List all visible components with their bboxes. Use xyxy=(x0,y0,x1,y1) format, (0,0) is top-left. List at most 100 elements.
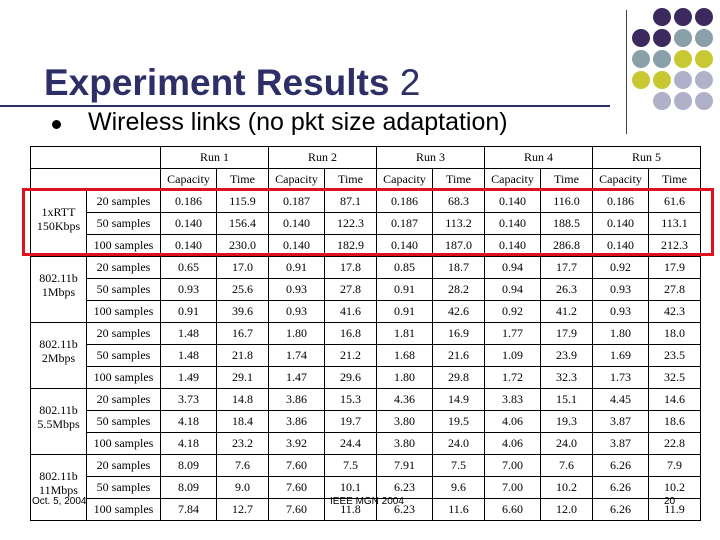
time-cell: 19.7 xyxy=(324,410,377,433)
row-group-label: 802.11b 2Mbps xyxy=(30,322,87,389)
capacity-cell: 4.45 xyxy=(592,388,649,411)
capacity-cell: 1.48 xyxy=(160,344,217,367)
capacity-cell: 6.23 xyxy=(376,498,433,521)
time-cell: 230.0 xyxy=(216,234,269,257)
capacity-cell: 6.60 xyxy=(484,498,541,521)
run-header-row: Run 1 Run 2 Run 3 Run 4 Run 5 xyxy=(30,146,701,169)
column-header: Time xyxy=(540,168,593,191)
capacity-cell: 1.73 xyxy=(592,366,649,389)
time-cell: 32.3 xyxy=(540,366,593,389)
time-cell: 15.1 xyxy=(540,388,593,411)
table-row: 1xRTT 150Kbps 20 samples 0.186 115.9 0.187 87… xyxy=(30,190,701,257)
time-cell: 29.6 xyxy=(324,366,377,389)
time-cell: 12.7 xyxy=(216,498,269,521)
capacity-cell: 1.48 xyxy=(160,322,217,345)
time-cell: 23.2 xyxy=(216,432,269,455)
capacity-cell: 0.140 xyxy=(160,234,217,257)
sample-count-cell: 100 samples xyxy=(86,300,161,323)
column-header: Time xyxy=(432,168,485,191)
sample-count-cell: 100 samples xyxy=(86,366,161,389)
sample-count-cell: 100 samples xyxy=(86,498,161,521)
capacity-cell: 7.60 xyxy=(268,476,325,499)
capacity-cell: 0.93 xyxy=(160,278,217,301)
capacity-cell: 8.09 xyxy=(160,476,217,499)
time-cell: 9.0 xyxy=(216,476,269,499)
time-cell: 17.0 xyxy=(216,256,269,279)
results-table: Run 1 Run 2 Run 3 Run 4 Run 5 Capacity Ti… xyxy=(30,146,701,521)
capacity-cell: 0.140 xyxy=(160,212,217,235)
time-cell: 7.6 xyxy=(216,454,269,477)
footer-center: IEEE MGN 2004 xyxy=(330,496,404,507)
decor-dot xyxy=(632,50,650,68)
capacity-cell: 1.74 xyxy=(268,344,325,367)
time-cell: 16.7 xyxy=(216,322,269,345)
table-row: 50 samples 4.18 18.4 3.86 19.7 3.80 19.5 4.06 19… xyxy=(31,410,701,433)
footer-date: Oct. 5, 2004 xyxy=(32,496,87,507)
capacity-cell: 3.87 xyxy=(592,410,649,433)
table-row: 50 samples 0.140 156.4 0.140 122.3 0.187 113.2… xyxy=(31,212,701,235)
decor-dot xyxy=(695,50,713,68)
sample-count-cell: 50 samples xyxy=(86,278,161,301)
capacity-cell: 3.92 xyxy=(268,432,325,455)
decor-dot xyxy=(695,92,713,110)
decor-dot xyxy=(632,71,650,89)
decor-dot xyxy=(653,50,671,68)
time-cell: 18.6 xyxy=(648,410,701,433)
decor-dot xyxy=(653,8,671,26)
time-cell: 25.6 xyxy=(216,278,269,301)
time-cell: 17.9 xyxy=(540,322,593,345)
decor-dot xyxy=(674,92,692,110)
time-cell: 87.1 xyxy=(324,190,377,213)
time-cell: 42.3 xyxy=(648,300,701,323)
decor-dot xyxy=(674,71,692,89)
time-cell: 29.1 xyxy=(216,366,269,389)
decor-dot xyxy=(674,50,692,68)
capacity-cell: 0.140 xyxy=(484,234,541,257)
time-cell: 24.0 xyxy=(540,432,593,455)
capacity-cell: 3.80 xyxy=(376,432,433,455)
time-cell: 23.9 xyxy=(540,344,593,367)
time-cell: 286.8 xyxy=(540,234,593,257)
capacity-cell: 1.47 xyxy=(268,366,325,389)
table-row: 50 samples 0.93 25.6 0.93 27.8 0.91 28.2 0.94 26… xyxy=(31,278,701,301)
decor-dot xyxy=(653,92,671,110)
capacity-cell: 1.09 xyxy=(484,344,541,367)
slide-title-text: Experiment Results xyxy=(44,62,390,103)
time-cell: 18.7 xyxy=(432,256,485,279)
table-row: 802.11b 1Mbps 20 samples 0.65 17.0 0.91 17.8 0… xyxy=(30,256,701,323)
sample-count-cell: 50 samples xyxy=(86,344,161,367)
capacity-cell: 0.65 xyxy=(160,256,217,279)
time-cell: 27.8 xyxy=(648,278,701,301)
capacity-cell: 7.60 xyxy=(268,454,325,477)
table-row: 802.11b 11Mbps 20 samples 8.09 7.6 7.60 7.5 7.… xyxy=(30,454,701,521)
capacity-cell: 0.140 xyxy=(268,212,325,235)
capacity-cell: 0.91 xyxy=(376,278,433,301)
capacity-cell: 7.60 xyxy=(268,498,325,521)
time-cell: 14.6 xyxy=(648,388,701,411)
time-cell: 7.5 xyxy=(432,454,485,477)
capacity-cell: 7.00 xyxy=(484,476,541,499)
capacity-cell: 0.186 xyxy=(160,190,217,213)
capacity-cell: 0.140 xyxy=(484,190,541,213)
time-cell: 156.4 xyxy=(216,212,269,235)
time-cell: 187.0 xyxy=(432,234,485,257)
capacity-cell: 3.80 xyxy=(376,410,433,433)
row-group-label: 802.11b 5.5Mbps xyxy=(30,388,87,455)
table-row: 100 samples 0.91 39.6 0.93 41.6 0.91 42.6 0.92 4… xyxy=(31,300,701,323)
table-row: 50 samples 1.48 21.8 1.74 21.2 1.68 21.6 1.09 23… xyxy=(31,344,701,367)
decor-dot xyxy=(695,8,713,26)
capacity-cell: 7.91 xyxy=(376,454,433,477)
time-cell: 32.5 xyxy=(648,366,701,389)
row-group-label: 802.11b 11Mbps xyxy=(30,454,87,521)
time-cell: 113.2 xyxy=(432,212,485,235)
table-row: 100 samples 4.18 23.2 3.92 24.4 3.80 24.0 4.06 2… xyxy=(31,432,701,455)
row-group-label: 1xRTT 150Kbps xyxy=(30,190,87,257)
time-cell: 15.3 xyxy=(324,388,377,411)
capacity-cell: 3.87 xyxy=(592,432,649,455)
table-row: 100 samples 7.84 12.7 7.60 11.8 6.23 11.6 6.60 1… xyxy=(31,498,701,521)
decor-divider xyxy=(626,10,627,134)
capacity-cell: 1.80 xyxy=(268,322,325,345)
time-cell: 24.0 xyxy=(432,432,485,455)
bullet-dot-icon xyxy=(52,120,61,129)
time-cell: 212.3 xyxy=(648,234,701,257)
